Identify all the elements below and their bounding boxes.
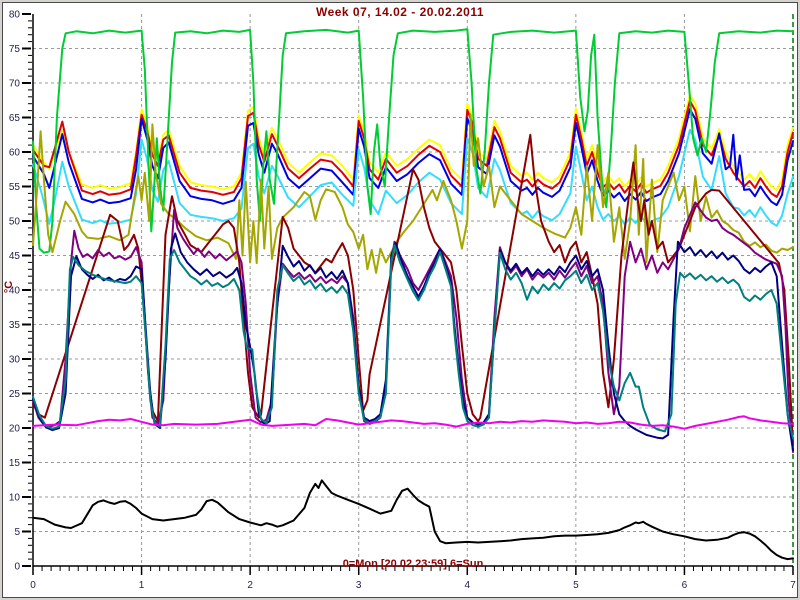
x-tick-label-6: 6 — [682, 580, 688, 591]
series-teal-line — [32, 244, 794, 440]
series-cyan-line — [32, 128, 794, 227]
series-purple-line — [32, 201, 794, 454]
series-black-line — [32, 479, 794, 561]
y-tick-label-50: 50 — [9, 217, 21, 228]
y-tick-label-70: 70 — [9, 79, 21, 90]
x-tick-label-4: 4 — [465, 580, 471, 591]
y-tick-label-35: 35 — [9, 320, 21, 331]
y-tick-label-25: 25 — [9, 389, 21, 400]
x-tick-label-7: 7 — [790, 580, 796, 591]
y-tick-label-5: 5 — [14, 527, 20, 538]
y-tick-label-45: 45 — [9, 251, 21, 262]
y-tick-label-65: 65 — [9, 113, 21, 124]
y-tick-label-40: 40 — [9, 286, 21, 297]
y-axis-caption: °C — [3, 280, 15, 294]
x-tick-label-3: 3 — [356, 580, 362, 591]
y-tick-label-0: 0 — [14, 562, 20, 573]
y-tick-label-60: 60 — [9, 148, 21, 159]
y-tick-label-55: 55 — [9, 182, 21, 193]
y-tick-label-30: 30 — [9, 355, 21, 366]
x-axis-caption: 0=Mon [20.02 23:59] 6=Sun — [342, 558, 484, 570]
x-tick-label-5: 5 — [573, 580, 579, 591]
series-olive-line — [32, 113, 794, 274]
y-tick-label-10: 10 — [9, 493, 21, 504]
y-tick-label-20: 20 — [9, 424, 21, 435]
y-tick-label-75: 75 — [9, 44, 21, 55]
series-magenta-line — [32, 415, 794, 430]
y-tick-label-80: 80 — [9, 10, 21, 21]
x-tick-label-2: 2 — [247, 580, 253, 591]
series-maroon-line — [32, 133, 794, 447]
x-tick-label-0: 0 — [30, 580, 36, 591]
y-tick-label-15: 15 — [9, 458, 21, 469]
chart-title: Week 07, 14.02 - 20.02.2011 — [315, 5, 485, 19]
x-tick-label-1: 1 — [139, 580, 145, 591]
